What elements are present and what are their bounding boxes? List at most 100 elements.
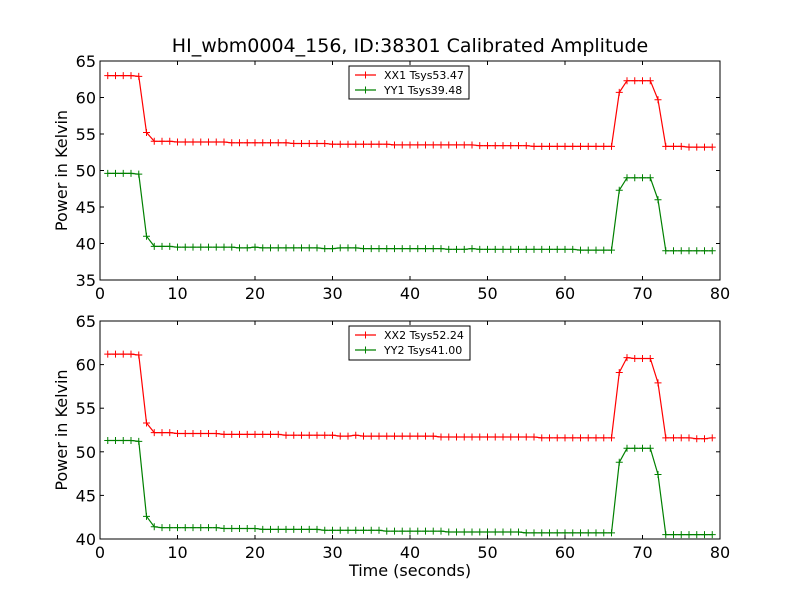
data-point <box>437 433 445 441</box>
data-point <box>538 434 546 442</box>
data-point <box>383 432 391 440</box>
data-point <box>484 528 491 536</box>
data-point <box>150 523 158 531</box>
data-point <box>391 432 398 440</box>
data-point <box>329 431 336 439</box>
data-point <box>600 246 608 254</box>
data-point <box>282 139 290 147</box>
data-point <box>251 139 259 147</box>
data-point <box>600 142 608 150</box>
data-point <box>677 142 685 150</box>
data-point <box>639 174 646 182</box>
data-point <box>282 431 290 439</box>
data-point <box>197 243 205 251</box>
data-point <box>646 77 654 85</box>
data-point <box>546 245 553 253</box>
data-point <box>104 350 112 358</box>
data-point <box>274 139 282 147</box>
data-point <box>499 142 507 150</box>
data-point <box>662 247 670 255</box>
data-point <box>205 243 212 251</box>
data-point <box>515 245 522 253</box>
data-point <box>352 244 360 252</box>
data-point <box>685 531 693 539</box>
data-point <box>460 141 468 149</box>
data-point <box>445 528 453 536</box>
x-tick-label: 80 <box>710 543 730 562</box>
data-point <box>220 430 228 438</box>
legend-marker <box>362 331 369 339</box>
data-point <box>491 433 499 441</box>
data-point <box>584 246 592 254</box>
data-point <box>367 432 375 440</box>
data-point <box>259 525 267 533</box>
data-point <box>460 433 468 441</box>
data-point <box>530 433 538 441</box>
data-point <box>243 244 251 252</box>
x-tick-label: 80 <box>710 284 730 303</box>
data-point <box>127 350 135 358</box>
data-point <box>336 140 344 148</box>
data-point <box>135 351 143 359</box>
data-point <box>174 138 181 146</box>
data-point <box>158 429 166 437</box>
data-point <box>499 528 507 536</box>
data-point <box>414 245 422 253</box>
data-point <box>298 244 305 252</box>
data-point <box>313 431 321 439</box>
data-point <box>398 141 406 149</box>
data-point <box>143 512 150 520</box>
data-point <box>174 243 181 251</box>
data-point <box>174 524 181 532</box>
data-point <box>135 72 143 80</box>
data-point <box>453 141 460 149</box>
data-point <box>422 527 429 535</box>
data-point <box>259 430 267 438</box>
data-point <box>127 72 135 80</box>
y-tick-label: 45 <box>76 198 96 217</box>
data-point <box>623 354 631 362</box>
data-point <box>553 529 561 537</box>
data-point <box>468 141 476 149</box>
y-tick-label: 60 <box>76 356 96 375</box>
data-point <box>150 137 158 145</box>
data-point <box>592 434 600 442</box>
data-point <box>693 247 701 255</box>
data-point <box>251 430 259 438</box>
x-tick-label: 50 <box>477 284 497 303</box>
data-point <box>228 243 236 251</box>
data-point <box>367 245 375 253</box>
data-point <box>352 140 360 148</box>
data-point <box>615 88 623 96</box>
data-point <box>220 525 228 533</box>
data-point <box>646 444 654 452</box>
x-tick-label: 60 <box>555 284 575 303</box>
data-point <box>282 244 290 252</box>
data-point <box>491 528 499 536</box>
data-point <box>243 430 251 438</box>
data-point <box>615 458 623 466</box>
data-point <box>429 432 437 440</box>
data-point <box>639 444 646 452</box>
data-point <box>592 142 600 150</box>
data-point <box>305 525 313 533</box>
data-point <box>530 245 538 253</box>
y-tick-label: 35 <box>76 271 96 290</box>
data-point <box>189 429 197 437</box>
data-point <box>608 529 615 537</box>
data-point <box>259 244 267 252</box>
legend-label: YY2 Tsys41.00 <box>383 344 462 357</box>
data-point <box>104 169 112 177</box>
data-point <box>414 432 422 440</box>
data-point <box>228 139 236 147</box>
data-point <box>515 528 522 536</box>
data-point <box>181 138 189 146</box>
x-tick-label: 30 <box>322 543 342 562</box>
data-point <box>166 524 174 532</box>
data-point <box>119 72 127 80</box>
data-point <box>693 531 701 539</box>
data-point <box>150 429 158 437</box>
data-point <box>561 142 569 150</box>
data-point <box>592 246 600 254</box>
